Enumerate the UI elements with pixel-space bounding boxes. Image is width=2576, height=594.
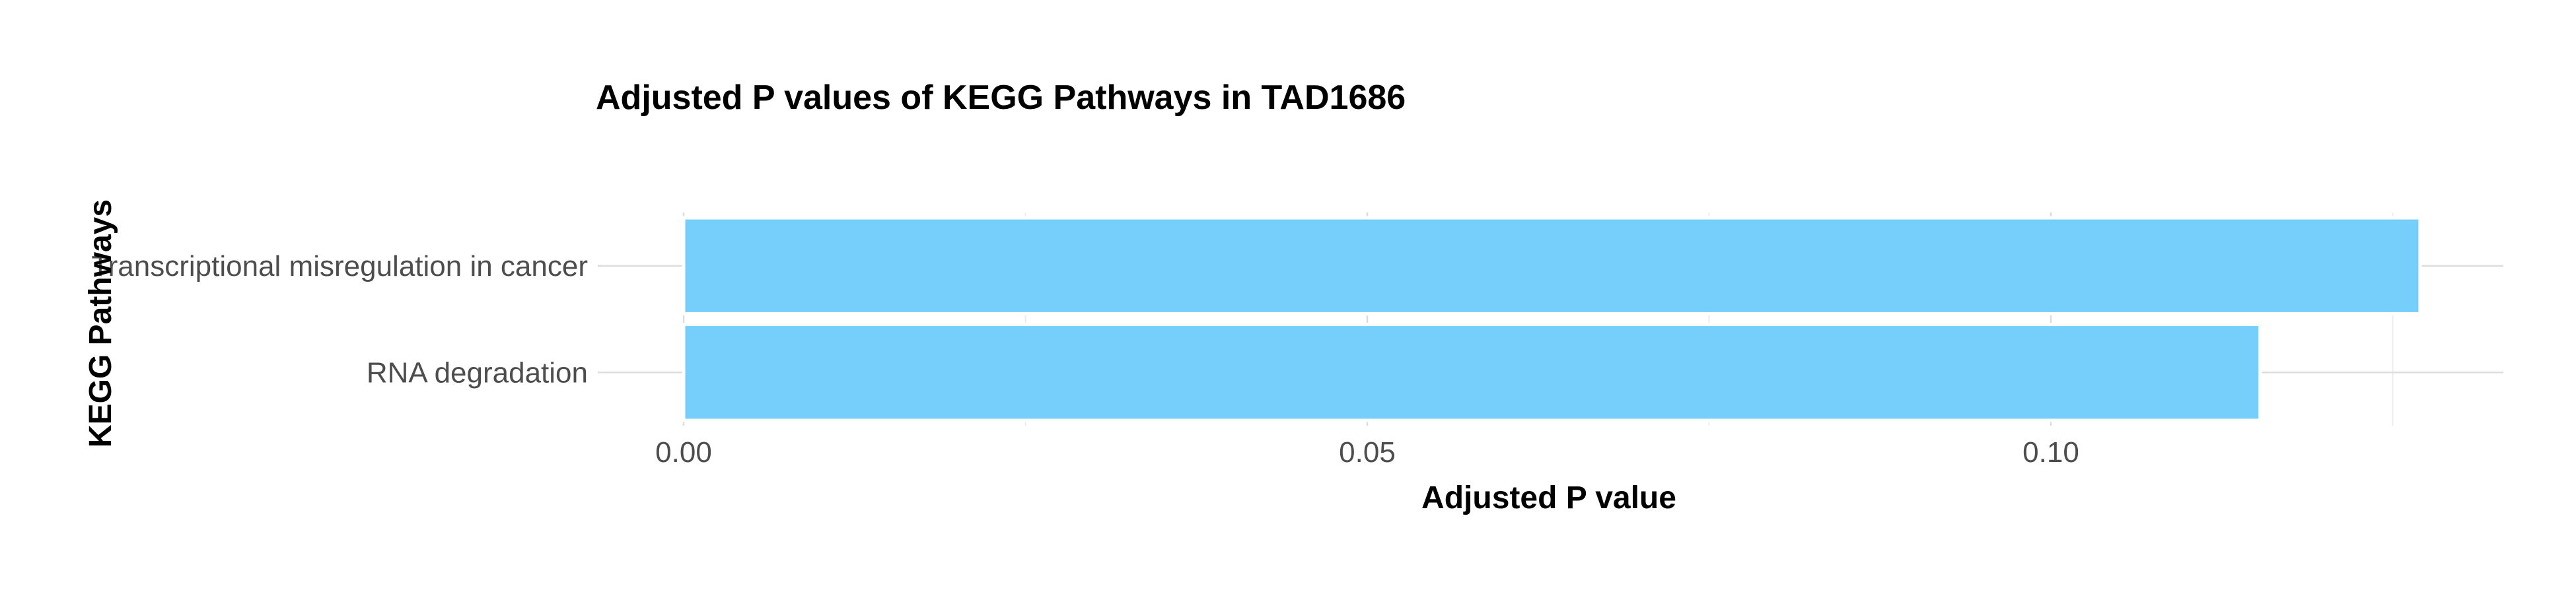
y-axis-title: KEGG Pathways <box>83 199 118 447</box>
x-tick-label: 0.05 <box>1339 436 1396 469</box>
y-tick-label: Transcriptional misregulation in cancer <box>91 250 588 282</box>
bars <box>682 216 2422 422</box>
y-tick-label: RNA degradation <box>367 356 588 389</box>
x-axis-title: Adjusted P value <box>1421 480 1676 515</box>
y-tick-labels: Transcriptional misregulation in cancer R… <box>91 250 588 389</box>
x-tick-label: 0.00 <box>655 436 712 469</box>
bar <box>682 216 2422 315</box>
x-tick-label: 0.10 <box>2022 436 2079 469</box>
x-tick-labels: 0.00 0.05 0.10 <box>655 436 2079 469</box>
bar <box>682 323 2262 422</box>
chart-title: Adjusted P values of KEGG Pathways in TA… <box>596 79 1406 117</box>
